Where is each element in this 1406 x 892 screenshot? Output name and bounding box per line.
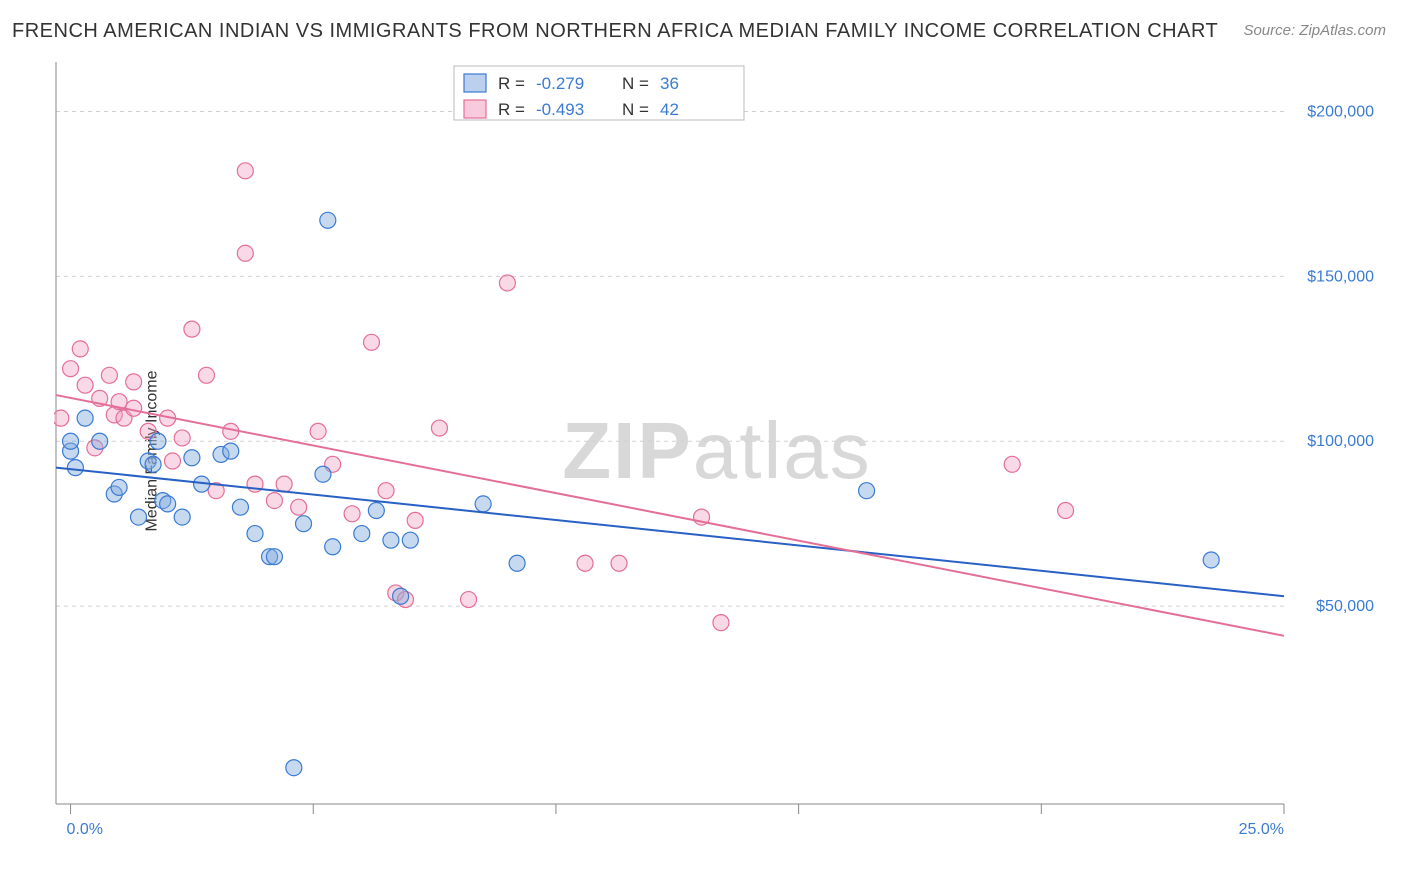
point-blue bbox=[402, 532, 418, 548]
point-pink bbox=[164, 453, 180, 469]
point-blue bbox=[145, 456, 161, 472]
point-pink bbox=[461, 592, 477, 608]
point-pink bbox=[431, 420, 447, 436]
chart-title: FRENCH AMERICAN INDIAN VS IMMIGRANTS FRO… bbox=[12, 20, 1218, 43]
point-blue bbox=[223, 443, 239, 459]
point-pink bbox=[198, 367, 214, 383]
point-pink bbox=[126, 374, 142, 390]
point-pink bbox=[344, 506, 360, 522]
point-pink bbox=[577, 555, 593, 571]
point-blue bbox=[509, 555, 525, 571]
point-pink bbox=[611, 555, 627, 571]
point-blue bbox=[320, 212, 336, 228]
trendline-blue bbox=[56, 468, 1284, 597]
point-pink bbox=[237, 245, 253, 261]
point-blue bbox=[368, 502, 384, 518]
point-pink bbox=[713, 615, 729, 631]
point-blue bbox=[266, 549, 282, 565]
point-blue bbox=[92, 433, 108, 449]
point-blue bbox=[475, 496, 491, 512]
point-pink bbox=[63, 361, 79, 377]
point-pink bbox=[54, 410, 69, 426]
chart-area: Median Family Income ZIPatlas $50,000$10… bbox=[54, 62, 1380, 840]
x-min-label: 0.0% bbox=[67, 821, 103, 838]
point-blue bbox=[160, 496, 176, 512]
point-pink bbox=[363, 334, 379, 350]
y-tick-label: $150,000 bbox=[1307, 268, 1374, 285]
point-blue bbox=[184, 450, 200, 466]
svg-text:N =: N = bbox=[622, 74, 649, 93]
point-pink bbox=[174, 430, 190, 446]
stat-r-pink: -0.493 bbox=[536, 100, 584, 119]
point-pink bbox=[1004, 456, 1020, 472]
stat-n-pink: 42 bbox=[660, 100, 679, 119]
point-blue bbox=[232, 499, 248, 515]
point-blue bbox=[1203, 552, 1219, 568]
svg-text:R =: R = bbox=[498, 100, 525, 119]
point-blue bbox=[150, 433, 166, 449]
point-blue bbox=[286, 760, 302, 776]
point-blue bbox=[859, 483, 875, 499]
scatter-plot: $50,000 $100,000 $150,000 $200,000 0.0% 25.0%… bbox=[54, 62, 1380, 840]
point-blue bbox=[315, 466, 331, 482]
point-pink bbox=[184, 321, 200, 337]
source-label: Source: ZipAtlas.com bbox=[1243, 22, 1386, 39]
series-pink bbox=[54, 163, 1074, 631]
y-tick-label: $50,000 bbox=[1316, 598, 1374, 615]
point-blue bbox=[354, 526, 370, 542]
y-tick-label: $100,000 bbox=[1307, 433, 1374, 450]
point-pink bbox=[276, 476, 292, 492]
series-blue bbox=[63, 212, 1220, 775]
y-tick-label: $200,000 bbox=[1307, 103, 1374, 120]
point-blue bbox=[247, 526, 263, 542]
point-pink bbox=[101, 367, 117, 383]
point-pink bbox=[310, 423, 326, 439]
point-pink bbox=[407, 512, 423, 528]
point-blue bbox=[325, 539, 341, 555]
point-blue bbox=[111, 479, 127, 495]
point-blue bbox=[296, 516, 312, 532]
svg-text:N =: N = bbox=[622, 100, 649, 119]
point-blue bbox=[77, 410, 93, 426]
point-blue bbox=[67, 460, 83, 476]
stat-n-blue: 36 bbox=[660, 74, 679, 93]
point-blue bbox=[383, 532, 399, 548]
point-pink bbox=[72, 341, 88, 357]
point-pink bbox=[77, 377, 93, 393]
point-pink bbox=[291, 499, 307, 515]
point-pink bbox=[1058, 502, 1074, 518]
point-blue bbox=[63, 433, 79, 449]
point-blue bbox=[174, 509, 190, 525]
legend-swatch-pink bbox=[464, 100, 486, 118]
svg-text:R =: R = bbox=[498, 74, 525, 93]
point-blue bbox=[393, 588, 409, 604]
point-blue bbox=[131, 509, 147, 525]
point-pink bbox=[237, 163, 253, 179]
x-max-label: 25.0% bbox=[1239, 821, 1284, 838]
legend-swatch-blue bbox=[464, 74, 486, 92]
point-pink bbox=[378, 483, 394, 499]
stat-r-blue: -0.279 bbox=[536, 74, 584, 93]
point-pink bbox=[499, 275, 515, 291]
stats-legend: R = -0.279 N = 36 R = -0.493 N = 42 bbox=[454, 66, 744, 120]
point-pink bbox=[266, 493, 282, 509]
